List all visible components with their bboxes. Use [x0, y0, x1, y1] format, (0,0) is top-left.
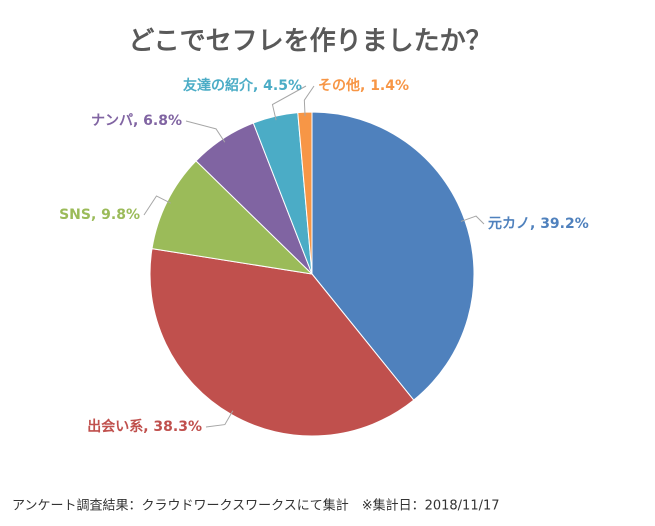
leader-line — [303, 85, 315, 117]
data-label: ナンパ, 6.8% — [91, 113, 182, 129]
leader-line — [460, 215, 485, 225]
data-label: その他, 1.4% — [318, 77, 409, 94]
leader-line — [271, 85, 307, 121]
leader-line — [185, 120, 226, 143]
leader-line — [205, 410, 234, 428]
footnote: アンケート調査結果：クラウドワークスワークスにて集計 ※集計日：2018/11/… — [12, 498, 500, 514]
data-label: 元カノ, 39.2% — [488, 216, 589, 232]
chart-title: どこでセフレを作りましたか？ — [128, 27, 491, 57]
data-label: 出会い系, 38.3% — [87, 418, 202, 435]
leader-line — [143, 195, 171, 216]
data-label: 友達の紹介, 4.5% — [183, 77, 302, 94]
data-label: SNS, 9.8% — [59, 207, 140, 223]
